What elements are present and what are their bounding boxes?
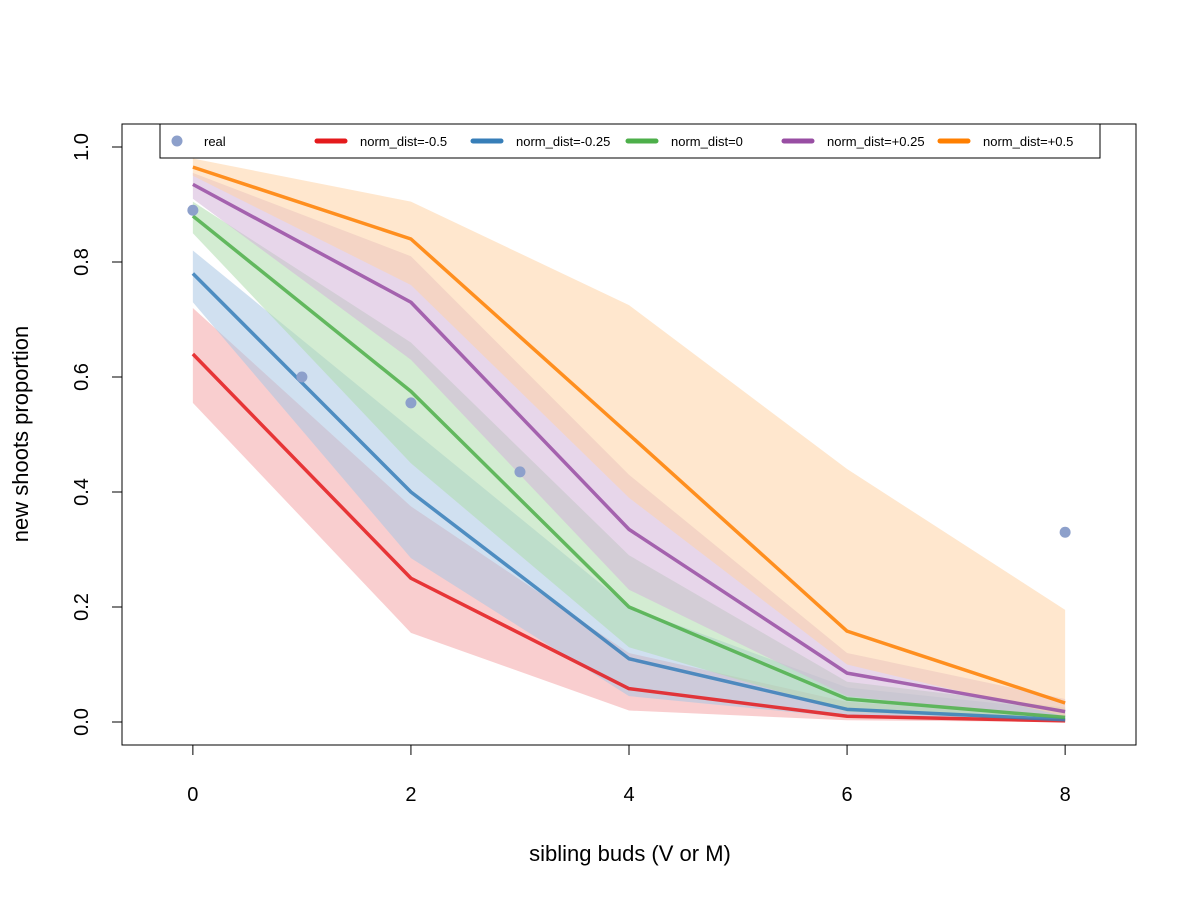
line-norm-dist-0-5 bbox=[192, 165, 1066, 705]
y-tick-label: 0.8 bbox=[71, 248, 93, 276]
line-norm-dist-0 bbox=[191, 214, 1066, 720]
legend-label-norm-dist-0-25: norm_dist=-0.25 bbox=[516, 134, 610, 149]
line-norm-dist-0-5 bbox=[191, 352, 1066, 723]
real-points bbox=[187, 204, 1071, 538]
y-axis: 0.0 0.2 0.4 0.6 0.8 1.0 bbox=[71, 133, 123, 736]
y-tick-label: 0.2 bbox=[71, 593, 93, 621]
series-lines bbox=[191, 165, 1066, 723]
real-point bbox=[187, 204, 199, 216]
band-norm-dist-0-5 bbox=[192, 308, 1066, 722]
legend-label-norm-dist-0-25: norm_dist=+0.25 bbox=[827, 134, 925, 149]
band-norm-dist-0 bbox=[192, 201, 1066, 721]
x-tick-label: 8 bbox=[1060, 784, 1071, 806]
line-norm-dist-0-25 bbox=[192, 182, 1066, 714]
y-tick-label: 0.4 bbox=[71, 478, 93, 506]
real-point bbox=[514, 466, 526, 478]
x-axis: 0 2 4 6 8 bbox=[187, 744, 1071, 806]
x-axis-title: sibling buds (V or M) bbox=[529, 841, 731, 866]
x-tick-label: 6 bbox=[842, 784, 853, 806]
legend-label-norm-dist-0-5: norm_dist=+0.5 bbox=[983, 134, 1073, 149]
x-tick-label: 2 bbox=[405, 784, 416, 806]
x-tick-label: 4 bbox=[623, 784, 634, 806]
legend-label-norm-dist-0-5: norm_dist=-0.5 bbox=[360, 134, 447, 149]
band-norm-dist-0-25 bbox=[192, 172, 1066, 720]
legend-real-marker bbox=[171, 135, 183, 147]
x-tick-label: 0 bbox=[187, 784, 198, 806]
y-tick-label: 0.6 bbox=[71, 363, 93, 391]
real-point bbox=[405, 397, 417, 409]
line-norm-dist-0-25 bbox=[191, 272, 1066, 722]
y-tick-label: 0.0 bbox=[71, 708, 93, 736]
real-point bbox=[296, 371, 308, 383]
y-tick-label: 1.0 bbox=[71, 133, 93, 161]
y-axis-title: new shoots proportion bbox=[8, 326, 33, 542]
legend-label-norm-dist-0: norm_dist=0 bbox=[671, 134, 743, 149]
band-norm-dist-0-5 bbox=[192, 158, 1066, 717]
real-point bbox=[1059, 526, 1071, 538]
confidence-bands bbox=[192, 158, 1066, 722]
legend: real norm_dist=-0.5 norm_dist=-0.25 norm_di… bbox=[159, 123, 1101, 159]
legend-real-label: real bbox=[204, 134, 226, 149]
